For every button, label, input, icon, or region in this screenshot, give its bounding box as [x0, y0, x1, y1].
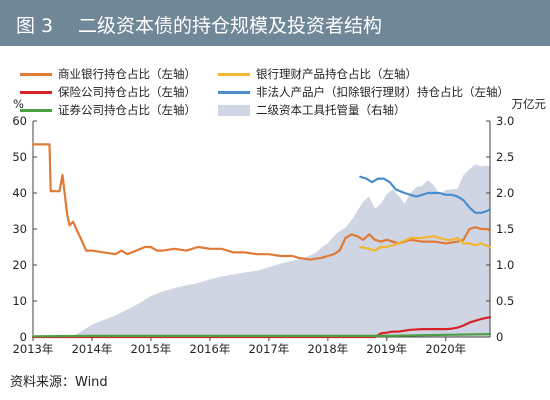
legend-item-custody: 二级资本工具托管量（右轴）	[218, 102, 406, 118]
legend-item-securities: 证券公司持仓占比（左轴）	[20, 102, 196, 118]
legend-item-bank-commercial: 商业银行持仓占比（左轴）	[20, 66, 196, 82]
y-left-tick-label: 0	[20, 330, 27, 344]
x-tick-label: 2014年	[72, 342, 113, 356]
custody-area	[33, 164, 490, 337]
legend-item-insurance: 保险公司持仓占比（左轴）	[20, 84, 196, 100]
x-tick-label: 2017年	[248, 342, 289, 356]
figure-header: 图 3 二级资本债的持仓规模及投资者结构	[0, 0, 550, 46]
x-tick-label: 2019年	[366, 342, 407, 356]
x-tick-label: 2015年	[131, 342, 172, 356]
y-right-tick-label: 1.0	[496, 258, 514, 272]
legend-label: 二级资本工具托管量（右轴）	[256, 103, 406, 117]
bank-wmp-line	[359, 235, 492, 252]
figure-title: 二级资本债的持仓规模及投资者结构	[78, 15, 383, 37]
legend-label: 银行理财产品持仓占比（左轴）	[256, 67, 417, 81]
legend-label: 证券公司持仓占比（左轴）	[58, 103, 196, 117]
y-left-tick-label: 10	[12, 294, 27, 308]
legend-swatch	[20, 72, 52, 76]
x-tick-label: 2013年	[13, 342, 54, 356]
legend-swatch	[20, 90, 52, 94]
legend-swatch	[218, 72, 250, 76]
legend-label: 非法人产品户（扣除银行理财）持仓占比（左轴）	[256, 85, 509, 99]
securities-line	[31, 333, 492, 338]
y-right-tick-label: 2.0	[496, 186, 514, 200]
nonlegal-line	[359, 175, 492, 214]
x-tick-label: 2020年	[425, 342, 466, 356]
insurance-line	[31, 316, 492, 339]
x-tick-label: 2018年	[307, 342, 348, 356]
y-right-tick-label: 2.5	[496, 150, 514, 164]
legend-swatch	[20, 108, 52, 112]
legend-swatch	[218, 104, 250, 116]
y-right-tick-label: 0	[496, 330, 503, 344]
y-left-tick-label: 60	[12, 114, 27, 128]
y-right-tick-label: 1.5	[496, 222, 514, 236]
legend-item-bank-wmp: 银行理财产品持仓占比（左轴）	[218, 66, 417, 82]
legend-item-nonlegal: 非法人产品户（扣除银行理财）持仓占比（左轴）	[218, 84, 509, 100]
figure-number: 图 3	[16, 15, 54, 37]
y-left-tick-label: 50	[12, 150, 27, 164]
legend-label: 商业银行持仓占比（左轴）	[58, 67, 196, 81]
legend-swatch	[218, 90, 250, 94]
chart-legend: 商业银行持仓占比（左轴） 银行理财产品持仓占比（左轴） 保险公司持仓占比（左轴）…	[20, 62, 540, 126]
y-left-tick-label: 40	[12, 186, 27, 200]
legend-label: 保险公司持仓占比（左轴）	[58, 85, 196, 99]
y-left-unit: %	[13, 97, 24, 111]
x-tick-label: 2016年	[190, 342, 231, 356]
y-right-unit: 万亿元	[512, 97, 547, 111]
bank-commercial-line	[31, 143, 492, 261]
y-left-tick-label: 30	[12, 222, 27, 236]
source-note: 资料来源：Wind	[10, 375, 108, 390]
y-left-tick-label: 20	[12, 258, 27, 272]
y-right-tick-label: 0.5	[496, 294, 514, 308]
y-right-tick-label: 3.0	[496, 114, 514, 128]
